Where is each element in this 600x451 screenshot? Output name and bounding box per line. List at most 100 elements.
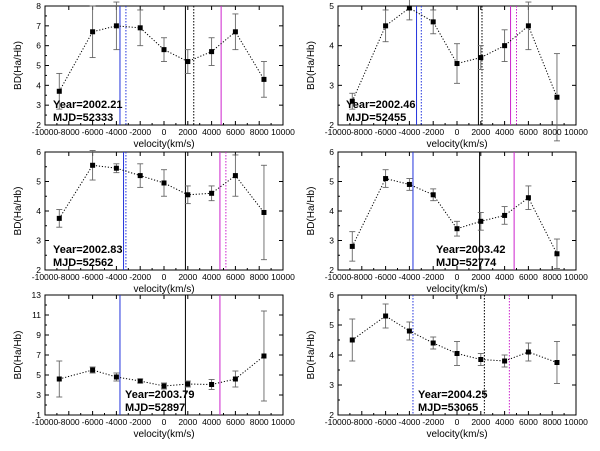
y-axis-label: BD(Ha/Hb)	[306, 331, 317, 380]
data-point	[502, 43, 508, 49]
y-tick-label: 3	[36, 100, 41, 110]
y-axis: 2 3 4 5 6	[329, 290, 576, 420]
y-tick-label: 3	[329, 236, 334, 246]
y-tick-label: 5	[329, 1, 334, 11]
x-tick-label: 10000	[271, 272, 295, 282]
x-tick-label: 2000	[471, 417, 490, 427]
x-tick-label: -8000	[58, 417, 80, 427]
y-tick-label: 2	[329, 265, 334, 275]
y-axis: 2 3 4 5 6	[329, 147, 576, 275]
panel-2: -10000 -8000 -6000 -4000 -2000 0 2000 4000 6000 8…	[306, 0, 588, 150]
panel-3: -10000 -8000 -6000 -4000 -2000 0 2000 4000 6000 8…	[13, 147, 295, 295]
data-point	[349, 98, 355, 104]
annotation-mjd: MJD=52897	[125, 402, 185, 414]
data-point	[406, 328, 412, 334]
x-axis: -10000 -8000 -6000 -4000 -2000 0 2000 4000 6000 8…	[32, 152, 295, 282]
x-tick-label: -8000	[58, 127, 80, 137]
x-tick-label: -6000	[375, 417, 397, 427]
series-line	[351, 177, 558, 255]
data-point	[56, 376, 62, 382]
data-point	[478, 357, 484, 362]
x-tick-label: -8000	[58, 272, 80, 282]
x-tick-label: -4000	[106, 272, 128, 282]
y-tick-label: 8	[36, 1, 41, 11]
y-axis: 2 3 4 5 6	[36, 147, 283, 275]
x-tick-label: -8000	[351, 127, 373, 137]
x-tick-label: 2000	[178, 272, 197, 282]
data-point	[161, 47, 167, 53]
y-tick-label: 4	[36, 206, 41, 216]
data-point	[90, 162, 96, 168]
data-point	[349, 243, 355, 249]
x-tick-label: 2000	[471, 127, 490, 137]
y-tick-label: 2	[36, 120, 41, 130]
x-tick-label: 10000	[271, 417, 295, 427]
data-point	[430, 19, 436, 25]
x-tick-label: -10000	[325, 127, 352, 137]
data-point	[261, 209, 267, 215]
x-axis-label: velocity(km/s)	[426, 139, 487, 150]
x-tick-label: 6000	[519, 417, 538, 427]
data-point	[261, 76, 267, 82]
y-tick-label: 3	[36, 390, 41, 400]
data-point	[185, 59, 191, 65]
panel-5: -10000 -8000 -6000 -4000 -2000 0 2000 4000 6000 8…	[13, 290, 295, 440]
x-tick-label: 8000	[250, 417, 269, 427]
y-tick-label: 2	[329, 410, 334, 420]
x-tick-label: -10000	[32, 417, 59, 427]
y-tick-label: 4	[329, 41, 334, 51]
x-tick-label: -4000	[399, 417, 421, 427]
data-point	[478, 55, 484, 61]
y-tick-label: 5	[36, 370, 41, 380]
x-axis-label: velocity(km/s)	[133, 139, 194, 150]
y-tick-label: 4	[36, 80, 41, 90]
x-axis-label: velocity(km/s)	[426, 284, 487, 295]
data-point	[161, 383, 167, 389]
x-tick-label: 8000	[250, 272, 269, 282]
y-tick-label: 11	[32, 310, 41, 320]
y-tick-label: 4	[329, 350, 334, 360]
x-axis: -10000 -8000 -6000 -4000 -2000 0 2000 4000 6000 8…	[325, 295, 588, 427]
annotation-mjd: MJD=52333	[53, 112, 113, 124]
y-tick-label: 5	[36, 61, 41, 71]
x-tick-label: 10000	[564, 127, 588, 137]
x-tick-label: -2000	[129, 272, 151, 282]
y-axis-label: BD(Ha/Hb)	[13, 331, 24, 380]
y-tick-label: 5	[329, 320, 334, 330]
data-point	[209, 49, 215, 55]
x-tick-label: 6000	[226, 272, 245, 282]
y-tick-label: 2	[36, 265, 41, 275]
data-point	[56, 88, 62, 94]
data-point	[554, 360, 560, 365]
x-tick-label: -4000	[399, 127, 421, 137]
data-point	[261, 353, 267, 359]
annotation-year: Year=2002.46	[346, 99, 415, 111]
x-tick-label: 10000	[564, 272, 588, 282]
x-tick-label: 8000	[543, 127, 562, 137]
x-tick-label: 4000	[495, 272, 514, 282]
x-tick-label: -10000	[32, 272, 59, 282]
data-point	[525, 23, 531, 29]
y-tick-label: 13	[32, 290, 42, 300]
x-tick-label: -8000	[351, 417, 373, 427]
y-axis-label: BD(Ha/Hb)	[13, 187, 24, 236]
data-point	[113, 165, 119, 171]
data-point	[232, 376, 238, 382]
series-line	[58, 25, 265, 92]
data-point	[113, 23, 119, 29]
x-axis: -10000 -8000 -6000 -4000 -2000 0 2000 4000 6000 8…	[32, 295, 295, 427]
y-tick-label: 3	[329, 380, 334, 390]
y-tick-label: 6	[329, 290, 334, 300]
x-tick-label: -4000	[399, 272, 421, 282]
x-tick-label: 4000	[202, 272, 221, 282]
annotation-mjd: MJD=53065	[418, 402, 478, 414]
panel-4: -10000 -8000 -6000 -4000 -2000 0 2000 4000 6000 8…	[306, 147, 588, 295]
y-tick-label: 2	[329, 120, 334, 130]
y-tick-label: 6	[329, 147, 334, 157]
x-tick-label: 4000	[495, 417, 514, 427]
x-tick-label: -2000	[422, 417, 444, 427]
data-point	[56, 215, 62, 221]
data-point	[383, 23, 389, 29]
annotation-year: Year=2002.83	[53, 244, 122, 256]
